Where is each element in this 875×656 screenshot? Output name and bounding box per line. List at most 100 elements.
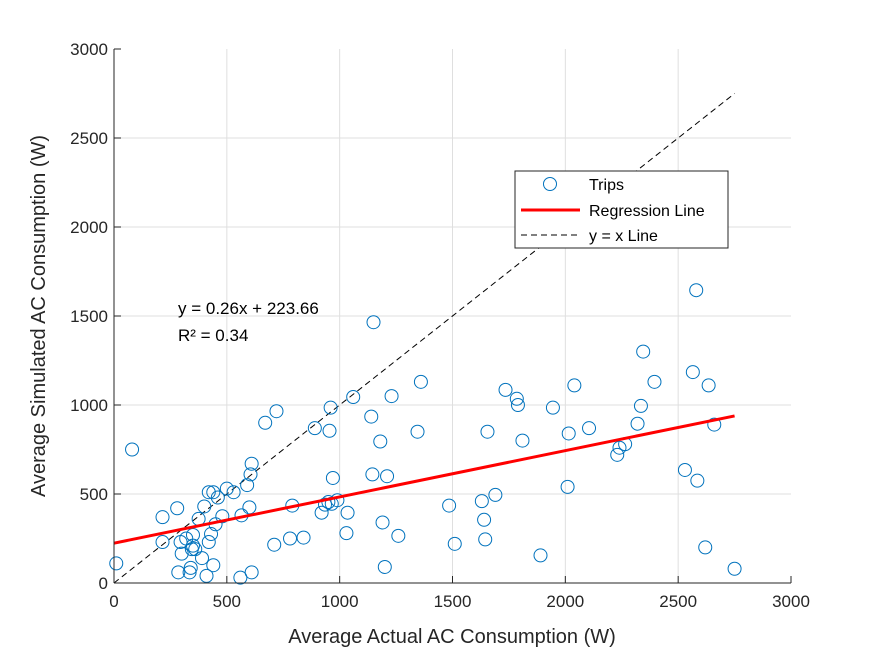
y-tick-label-6: 3000 [70,40,108,59]
trip-point-53 [346,389,361,404]
trip-point-59 [377,559,392,574]
y-tick-label-2: 1000 [70,396,108,415]
y-tick-label-4: 2000 [70,218,108,237]
trip-point-29 [233,570,248,585]
identity-line [113,93,735,584]
trip-point-44 [317,497,332,512]
trip-point-34 [244,456,259,471]
trip-point-32 [242,500,257,515]
x-tick-label-0: 0 [109,592,118,611]
trip-point-39 [283,531,298,546]
trip-point-22 [206,558,221,573]
trip-point-82 [610,447,625,462]
trip-point-61 [384,389,399,404]
trip-point-90 [685,365,700,380]
y-tick-label-0: 0 [99,574,108,593]
trip-point-2 [155,510,170,525]
trip-point-41 [296,530,311,545]
trip-point-65 [442,498,457,513]
trip-point-85 [630,416,645,431]
trip-point-20 [201,535,216,550]
trip-point-78 [560,479,575,494]
regression-line-group [113,414,735,545]
trip-point-81 [582,421,597,436]
trip-point-57 [373,434,388,449]
trip-point-79 [561,426,576,441]
y-tick-label-1: 500 [80,485,108,504]
trip-point-17 [197,499,212,514]
trip-point-36 [258,415,273,430]
trip-point-4 [170,501,185,516]
trip-point-31 [240,478,255,493]
x-axis-label: Average Actual AC Consumption (W) [288,626,616,648]
legend-trips-label: Trips [589,177,624,194]
trip-point-76 [533,548,548,563]
trip-point-92 [690,473,705,488]
r-squared: R² = 0.34 [178,326,248,345]
trip-point-95 [707,417,722,432]
regression-line [113,414,735,545]
trip-point-26 [215,509,230,524]
trip-point-72 [498,382,513,397]
trip-point-63 [410,424,425,439]
trip-point-7 [174,546,189,561]
x-tick-label-1: 500 [213,592,241,611]
trip-point-73 [509,391,524,406]
trip-point-43 [314,505,329,520]
trip-point-37 [267,537,282,552]
trip-point-10 [183,560,198,575]
trip-point-62 [391,528,406,543]
trip-point-69 [478,532,493,547]
trip-point-93 [698,540,713,555]
regression-equation: y = 0.26x + 223.66 [178,299,319,318]
trip-point-60 [380,469,395,484]
legend-trips-marker [543,177,557,191]
trip-point-13 [185,538,200,553]
axes [113,48,792,584]
trip-point-38 [269,404,284,419]
trip-point-55 [365,467,380,482]
regression-annotation: y = 0.26x + 223.66 R² = 0.34 [178,299,319,345]
trip-point-88 [647,374,662,389]
trip-point-25 [210,490,225,505]
trip-point-67 [474,494,489,509]
trip-point-74 [510,398,525,412]
trip-point-35 [244,565,259,580]
trip-point-33 [243,467,258,482]
x-tick-labels: 0 500 1000 1500 2000 2500 3000 [109,592,810,611]
legend-regression-label: Regression Line [589,203,705,220]
trip-point-49 [325,470,340,485]
scatter-points [109,283,742,585]
trip-point-46 [322,423,337,438]
x-tick-label-4: 2000 [546,592,584,611]
x-tick-label-2: 1000 [321,592,359,611]
y-tick-label-5: 2500 [70,129,108,148]
legend: Trips Regression Line y = x Line [514,170,729,249]
trip-point-28 [226,485,241,500]
trip-point-18 [199,568,214,583]
trip-point-3 [155,535,170,550]
trip-point-96 [727,561,742,576]
trip-point-86 [633,398,648,413]
identity-line-group [113,93,735,584]
trip-point-75 [515,433,530,448]
legend-identity-label: y = x Line [589,228,658,245]
trip-point-94 [701,378,716,393]
trip-point-80 [567,378,582,393]
trip-point-58 [375,515,390,530]
trip-point-64 [413,374,428,389]
trip-point-89 [677,462,692,477]
trip-point-77 [545,400,560,415]
trip-point-52 [340,505,355,520]
trip-point-5 [171,565,186,580]
trip-point-68 [477,512,492,527]
trip-point-91 [689,283,704,298]
trip-point-16 [195,551,210,566]
trip-point-42 [307,421,322,436]
x-tick-label-6: 3000 [772,592,810,611]
trip-point-51 [339,526,354,541]
x-tick-label-3: 1500 [434,592,472,611]
trip-point-70 [480,424,495,439]
trip-point-21 [204,527,219,542]
